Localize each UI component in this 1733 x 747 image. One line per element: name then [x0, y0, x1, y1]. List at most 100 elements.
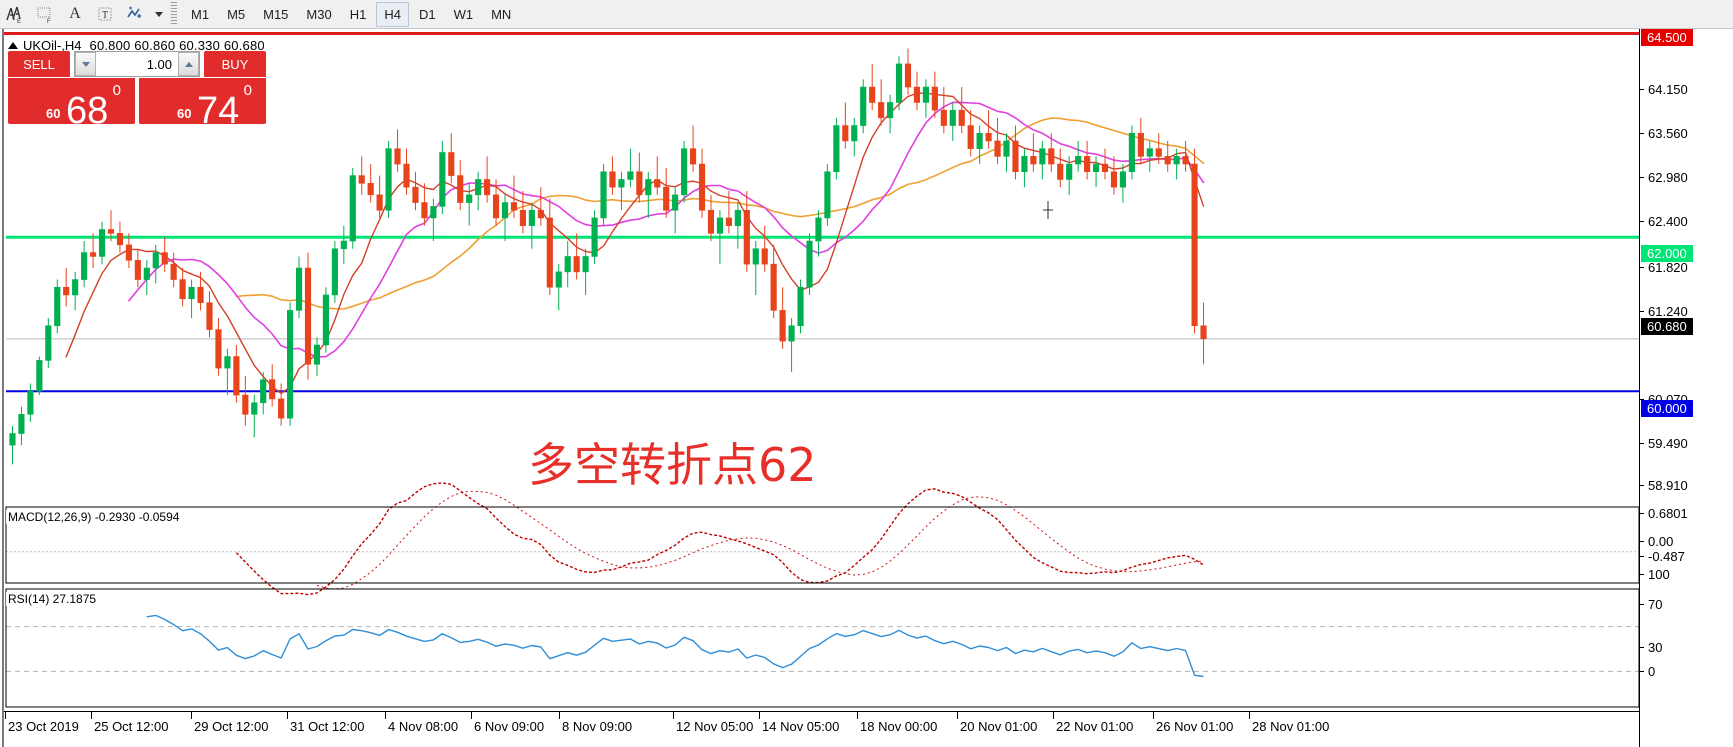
candlestick	[331, 241, 338, 303]
candlestick	[994, 117, 1001, 165]
volume-decrease-button[interactable]	[75, 52, 96, 76]
candlestick	[663, 167, 670, 218]
candlestick	[555, 264, 562, 311]
time-tick-mark	[471, 712, 472, 719]
candlestick	[152, 244, 159, 284]
candlestick	[1182, 140, 1189, 172]
candlestick	[1084, 140, 1091, 180]
price-tick: -0.487	[1640, 550, 1685, 564]
timeframe-m5[interactable]: M5	[227, 6, 246, 22]
chart-area[interactable]: UKOil-,H4 60.800 60.860 60.330 60.680 MA…	[0, 29, 1733, 747]
candlestick	[851, 117, 858, 157]
candlestick	[949, 102, 956, 141]
time-tick-label: 20 Nov 01:00	[960, 719, 1038, 734]
price-tick: 58.910	[1640, 479, 1688, 493]
svg-text:F: F	[47, 19, 51, 24]
timeframe-h4[interactable]: H4	[376, 1, 409, 27]
time-tick-mark	[857, 712, 858, 719]
candlestick	[448, 133, 455, 184]
objects-icon[interactable]	[120, 1, 150, 28]
candlestick	[922, 79, 929, 118]
candlestick	[179, 268, 186, 307]
time-tick-label: 14 Nov 05:00	[762, 719, 840, 734]
objects-dropdown-icon[interactable]	[150, 1, 168, 28]
candlestick	[779, 287, 786, 349]
text-tool-icon[interactable]: A	[69, 5, 81, 22]
collapse-triangle-icon[interactable]	[8, 41, 18, 49]
candlestick	[931, 71, 938, 118]
candlestick	[689, 125, 697, 172]
indicators-icon[interactable]: E	[0, 1, 30, 28]
volume-value[interactable]: 1.00	[96, 52, 178, 76]
candlestick	[618, 171, 625, 211]
price-tick: 61.820	[1640, 261, 1688, 275]
sell-button[interactable]: SELL	[8, 51, 70, 77]
sell-price-display[interactable]: 60 68 0	[8, 78, 135, 130]
macd-main-line	[235, 482, 1204, 596]
candlestick	[878, 79, 885, 126]
volume-increase-button[interactable]	[178, 52, 199, 76]
candlestick	[1003, 133, 1010, 172]
time-tick-label: 29 Oct 12:00	[194, 719, 269, 734]
text-label-icon[interactable]: T	[90, 1, 120, 28]
timeframe-m1[interactable]: M1	[191, 6, 210, 22]
candlestick	[1146, 140, 1153, 172]
candlestick	[797, 279, 804, 334]
candlestick	[1137, 117, 1144, 165]
time-tick-label: 22 Nov 01:00	[1056, 719, 1134, 734]
grid-icon[interactable]: F	[30, 1, 60, 28]
time-scale[interactable]: 23 Oct 2019 25 Oct 12:00 29 Oct 12:00 31 Oc…	[4, 711, 1639, 743]
timeframe-w1[interactable]: W1	[453, 6, 474, 22]
price-tick: 70	[1640, 598, 1662, 612]
timeframe-m30[interactable]: M30	[306, 6, 332, 22]
time-tick-label: 8 Nov 09:00	[562, 719, 633, 734]
candlestick	[63, 268, 70, 307]
candlestick	[636, 152, 643, 203]
candlestick	[681, 140, 688, 203]
volume-stepper[interactable]: 1.00	[74, 51, 200, 77]
candlestick	[1200, 302, 1207, 365]
rsi-pane-frame	[5, 588, 1640, 708]
price-label-high: 64.500	[1641, 29, 1693, 46]
timeframe-h1[interactable]: H1	[349, 6, 367, 22]
candlestick	[206, 291, 213, 338]
candlestick	[788, 318, 795, 372]
candlestick	[752, 241, 759, 295]
price-label-support: 62.000	[1641, 245, 1693, 262]
candlestick	[761, 225, 768, 272]
time-tick-mark	[5, 712, 6, 719]
toolbar-grip[interactable]	[170, 2, 177, 26]
candlestick	[842, 102, 849, 149]
candlestick	[89, 233, 97, 268]
candlestick	[958, 87, 965, 134]
time-tick-label: 26 Nov 01:00	[1156, 719, 1234, 734]
timeframe-mn[interactable]: MN	[491, 6, 512, 22]
symbol-ohlc: 60.800 60.860 60.330 60.680	[89, 37, 265, 53]
price-tick: 62.980	[1640, 171, 1688, 185]
candlestick	[564, 241, 571, 288]
candlestick	[1066, 156, 1073, 195]
candlestick	[439, 140, 446, 215]
candlestick	[421, 183, 428, 226]
timeframe-m15[interactable]: M15	[263, 6, 289, 22]
time-tick-mark	[1249, 712, 1250, 719]
candlestick	[385, 140, 392, 218]
candlestick	[215, 318, 222, 376]
candlestick	[672, 187, 679, 234]
time-tick-mark	[191, 712, 192, 719]
candlestick	[815, 210, 822, 257]
price-scale[interactable]: 64.150 63.560 62.980 62.400 61.820 61.240 60.0…	[1639, 29, 1733, 747]
chart-border	[2, 29, 1731, 747]
buy-button[interactable]: BUY	[204, 51, 266, 77]
cursor-crosshair-icon	[1043, 201, 1053, 219]
candlestick	[609, 156, 616, 195]
chart-canvas[interactable]	[2, 29, 1641, 719]
one-click-trading-panel[interactable]: SELL 1.00 BUY 60 68 0 60 74 0	[8, 51, 266, 130]
timeframe-d1[interactable]: D1	[418, 6, 436, 22]
buy-price-display[interactable]: 60 74 0	[139, 78, 266, 130]
time-tick-label: 31 Oct 12:00	[290, 719, 365, 734]
candlestick	[913, 71, 921, 111]
time-tick-mark	[91, 712, 92, 719]
symbol-header: UKOil-,H4 60.800 60.860 60.330 60.680	[8, 37, 265, 53]
candlestick	[824, 164, 831, 226]
